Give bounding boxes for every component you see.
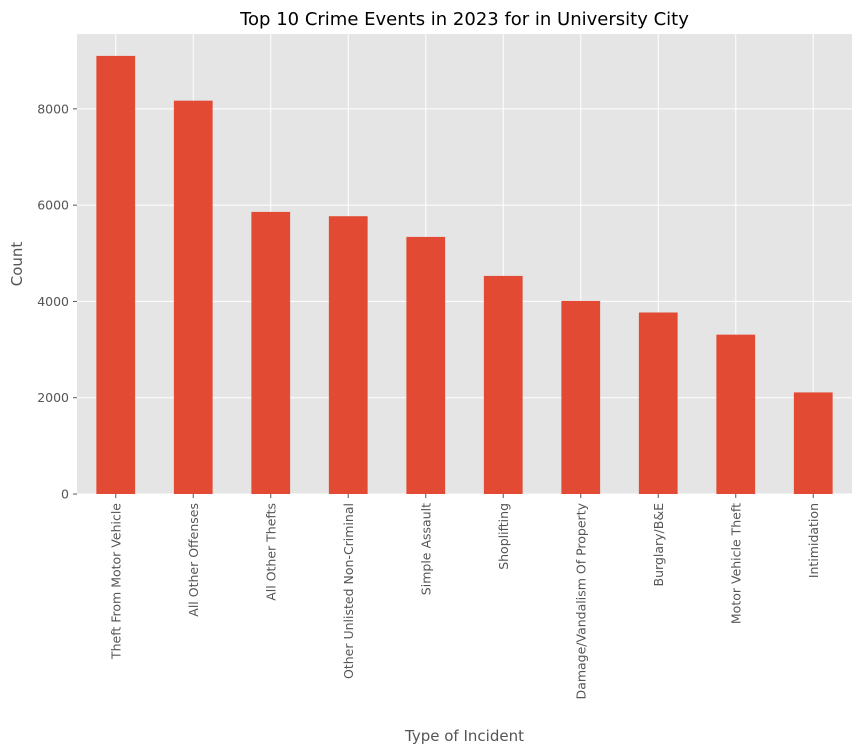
x-tick-label: Damage/Vandalism Of Property <box>573 502 588 699</box>
chart-title: Top 10 Crime Events in 2023 for in Unive… <box>239 9 689 30</box>
y-axis: 0 2000 4000 6000 8000 <box>37 101 77 502</box>
y-tick-label: 8000 <box>37 101 69 116</box>
bar <box>96 55 136 495</box>
y-tick-label: 0 <box>61 487 69 502</box>
x-axis-label: Type of Incident <box>404 727 524 745</box>
x-tick-label: Intimidation <box>806 503 821 578</box>
y-tick-label: 2000 <box>37 390 69 405</box>
bar <box>716 334 756 494</box>
y-tick-label: 4000 <box>37 294 69 309</box>
bar <box>561 300 601 494</box>
bar <box>251 211 291 494</box>
x-tick-label: Simple Assault <box>418 503 433 595</box>
bar <box>328 216 368 494</box>
bar <box>793 392 833 494</box>
y-tick-label: 6000 <box>37 198 69 213</box>
x-tick-label: Other Unlisted Non-Criminal <box>341 503 356 679</box>
x-tick-label: Burglary/B&E <box>651 503 666 587</box>
x-tick-label: Theft From Motor Vehicle <box>108 503 123 660</box>
bar <box>638 312 678 494</box>
bar <box>483 275 523 494</box>
bar <box>173 100 213 495</box>
x-tick-label: All Other Offenses <box>186 503 201 617</box>
x-tick-label: Motor Vehicle Theft <box>728 503 743 624</box>
x-axis: Theft From Motor Vehicle All Other Offens… <box>108 494 821 699</box>
x-tick-label: Shoplifting <box>496 503 511 570</box>
y-axis-label: Count <box>8 242 26 287</box>
bar <box>406 236 446 495</box>
bars <box>96 55 833 495</box>
x-tick-label: All Other Thefts <box>263 503 278 601</box>
